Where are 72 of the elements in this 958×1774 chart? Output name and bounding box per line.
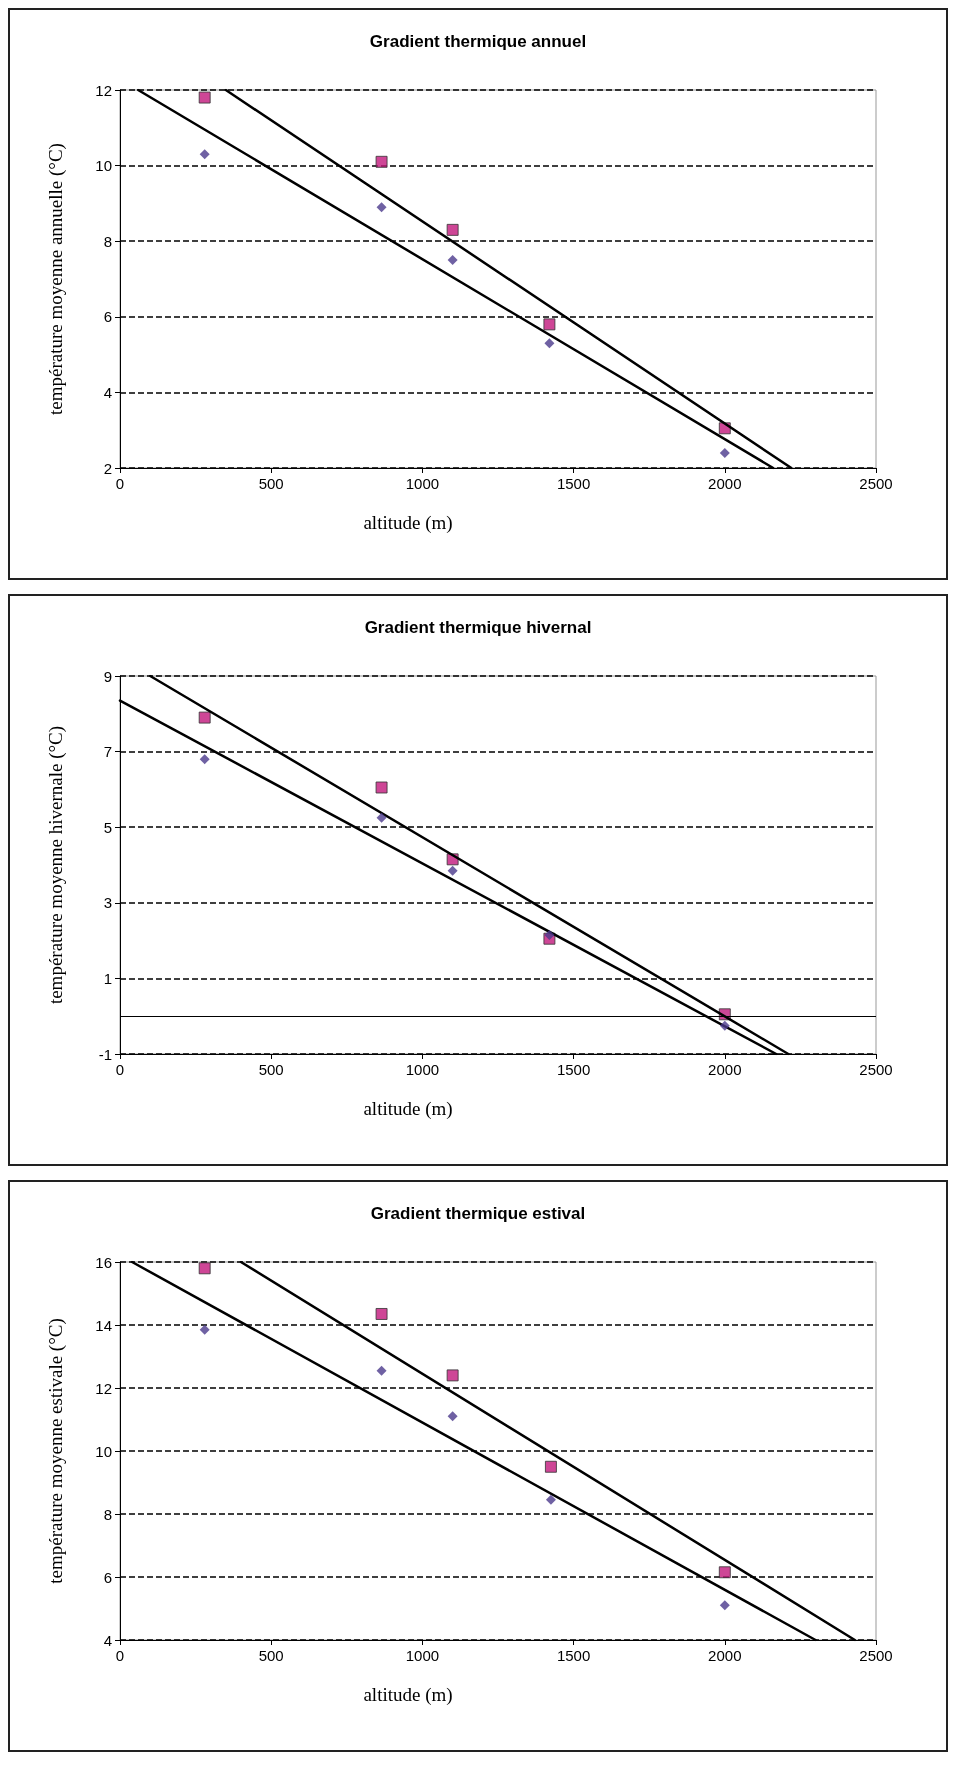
y-axis-title: température moyenne annuelle (°C) bbox=[45, 143, 67, 415]
y-tick-label: 5 bbox=[103, 818, 112, 836]
y-axis-title: température moyenne hivernale (°C) bbox=[45, 725, 67, 1005]
point bbox=[198, 91, 211, 104]
point bbox=[544, 929, 555, 940]
point bbox=[198, 1262, 211, 1275]
x-tick-label: 500 bbox=[258, 1061, 284, 1078]
y-tick-label: 6 bbox=[103, 308, 112, 326]
x-tick-label: 2000 bbox=[708, 475, 742, 492]
x-tick-label: 0 bbox=[115, 475, 125, 492]
x-tick-label: 2500 bbox=[859, 1647, 893, 1664]
point bbox=[447, 865, 458, 876]
point bbox=[447, 1411, 458, 1422]
point bbox=[446, 1369, 459, 1382]
y-tick-label: 2 bbox=[103, 459, 112, 477]
x-tick-label: 2500 bbox=[859, 1061, 893, 1078]
y-tick-label: 10 bbox=[95, 157, 112, 175]
y-tick-label: 16 bbox=[95, 1253, 112, 1271]
x-tick-label: 2500 bbox=[859, 475, 893, 492]
chart-title: Gradient thermique estival bbox=[370, 1204, 586, 1223]
x-tick-label: 1000 bbox=[405, 1061, 440, 1078]
point bbox=[376, 202, 387, 213]
x-tick-label: 500 bbox=[258, 475, 284, 492]
point bbox=[719, 447, 730, 458]
point bbox=[199, 754, 210, 765]
y-tick-label: 9 bbox=[103, 667, 112, 685]
y-tick-label: 10 bbox=[95, 1442, 112, 1460]
y-tick-label: 8 bbox=[103, 232, 112, 250]
x-axis-title: altitude (m) bbox=[363, 1684, 453, 1706]
x-tick-label: 1000 bbox=[405, 1647, 440, 1664]
point bbox=[375, 1307, 388, 1320]
y-axis-title: température moyenne estivale (°C) bbox=[45, 1318, 67, 1584]
y-tick-label: 12 bbox=[95, 81, 112, 99]
point bbox=[199, 149, 210, 160]
x-tick-label: 1500 bbox=[556, 1061, 591, 1078]
point bbox=[544, 338, 555, 349]
x-axis-title: altitude (m) bbox=[363, 1098, 453, 1120]
point bbox=[718, 1566, 731, 1579]
chart-title: Gradient thermique annuel bbox=[369, 32, 587, 51]
point bbox=[446, 223, 459, 236]
x-tick-label: 0 bbox=[115, 1061, 125, 1078]
x-tick-label: 1500 bbox=[556, 1647, 591, 1664]
y-tick-label: 6 bbox=[103, 1568, 112, 1586]
point bbox=[198, 711, 211, 724]
point bbox=[375, 155, 388, 168]
x-tick-label: 500 bbox=[258, 1647, 284, 1664]
point bbox=[199, 1324, 210, 1335]
x-tick-label: 1000 bbox=[405, 475, 440, 492]
point bbox=[543, 318, 556, 331]
y-tick-label: 7 bbox=[103, 743, 112, 761]
x-tick-label: 2000 bbox=[708, 1647, 742, 1664]
point bbox=[544, 1460, 557, 1473]
chart-title: Gradient thermique hivernal bbox=[364, 618, 592, 637]
point bbox=[545, 1494, 556, 1505]
point bbox=[447, 255, 458, 266]
y-tick-label: -1 bbox=[98, 1045, 112, 1063]
point bbox=[375, 781, 388, 794]
y-tick-label: 3 bbox=[103, 894, 112, 912]
point bbox=[719, 1600, 730, 1611]
y-tick-label: 14 bbox=[95, 1316, 112, 1334]
point bbox=[376, 1365, 387, 1376]
x-axis-title: altitude (m) bbox=[363, 512, 453, 534]
x-tick-label: 2000 bbox=[708, 1061, 742, 1078]
x-tick-label: 0 bbox=[115, 1647, 125, 1664]
point bbox=[376, 812, 387, 823]
y-tick-label: 1 bbox=[103, 969, 112, 987]
y-tick-label: 8 bbox=[103, 1505, 112, 1523]
point bbox=[719, 1020, 730, 1031]
y-tick-label: 4 bbox=[103, 1631, 112, 1649]
y-tick-label: 12 bbox=[95, 1379, 112, 1397]
y-tick-label: 4 bbox=[103, 383, 112, 401]
x-tick-label: 1500 bbox=[556, 475, 591, 492]
